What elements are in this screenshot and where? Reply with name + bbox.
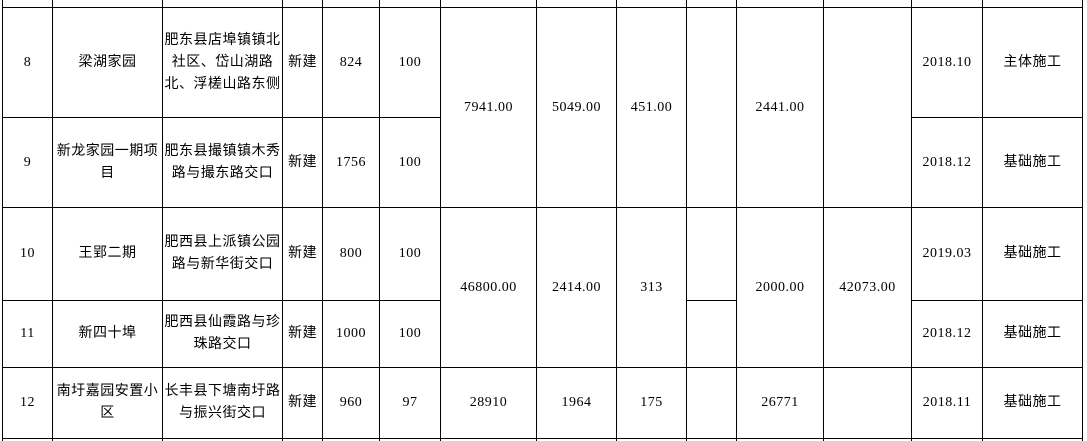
- date-cell: 2019.03: [911, 207, 983, 301]
- table-row: 8 梁湖家园 肥东县店埠镇镇北社区、岱山湖路北、浮槎山路东侧 新建 824 10…: [2, 7, 1083, 208]
- units-cell: 960: [322, 367, 380, 439]
- location-cell: 肥东县店埠镇镇北社区、岱山湖路北、浮槎山路东侧: [162, 7, 283, 118]
- empty-cell: [823, 0, 912, 8]
- seq-cell: 12: [2, 367, 53, 439]
- empty-cell: [536, 0, 617, 8]
- percent-cell: 100: [379, 117, 441, 208]
- location-cell: 长丰县下塘南圩路与振兴街交口: [162, 367, 283, 439]
- table-row: 11 新四十埠 肥西县仙霞路与珍珠路交口 新建 1000 100 2018.12…: [2, 300, 1083, 368]
- value-cell: 2000.00: [736, 207, 824, 368]
- units-cell: 800: [322, 207, 380, 301]
- project-name-cell: 新四十埠: [52, 300, 163, 368]
- value-cell: 1964: [536, 367, 617, 439]
- project-name-cell: 南圩嘉园安置小区: [52, 367, 163, 439]
- date-cell: 2018.10: [911, 7, 983, 118]
- build-type-cell: 新建: [282, 7, 323, 118]
- empty-cell: [686, 300, 737, 368]
- project-name-cell: 王郢二期: [52, 207, 163, 301]
- date-cell: 2018.11: [911, 367, 983, 439]
- seq-cell: 10: [2, 207, 53, 301]
- percent-cell: 97: [379, 367, 441, 439]
- empty-cell: [823, 367, 912, 439]
- empty-cell: [911, 0, 983, 8]
- value-cell: 175: [616, 367, 687, 439]
- status-cell: 主体施工: [982, 7, 1083, 118]
- percent-cell: 100: [379, 7, 441, 118]
- value-cell: 28910: [440, 367, 537, 439]
- percent-cell: 100: [379, 207, 441, 301]
- value-cell: 7941.00: [440, 7, 537, 208]
- status-cell: 基础施工: [982, 117, 1083, 208]
- empty-cell: [686, 367, 737, 439]
- percent-cell: 100: [379, 300, 441, 368]
- build-type-cell: 新建: [282, 207, 323, 301]
- empty-cell: [823, 7, 912, 208]
- empty-cell: [282, 0, 323, 8]
- table-row: 10 王郢二期 肥西县上派镇公园路与新华街交口 新建 800 100 46800…: [2, 207, 1083, 368]
- partial-row-bottom: [2, 438, 1083, 441]
- units-cell: 1000: [322, 300, 380, 368]
- empty-cell: [982, 438, 1083, 441]
- value-cell: 2441.00: [736, 7, 824, 208]
- seq-cell: 8: [2, 7, 53, 118]
- empty-cell: [686, 7, 737, 208]
- partial-row-top: [2, 0, 1083, 8]
- project-name-cell: 新龙家园一期项目: [52, 117, 163, 208]
- empty-cell: [162, 0, 283, 8]
- units-cell: 824: [322, 7, 380, 118]
- table-row: 12 南圩嘉园安置小区 长丰县下塘南圩路与振兴街交口 新建 960 97 289…: [2, 367, 1083, 439]
- date-cell: 2018.12: [911, 117, 983, 208]
- date-cell: 2018.12: [911, 300, 983, 368]
- table-row: 9 新龙家园一期项目 肥东县撮镇镇木秀路与撮东路交口 新建 1756 100 2…: [2, 117, 1083, 208]
- value-cell: 451.00: [616, 7, 687, 208]
- units-cell: 1756: [322, 117, 380, 208]
- empty-cell: [2, 0, 53, 8]
- empty-cell: [379, 0, 441, 8]
- value-cell: 46800.00: [440, 207, 537, 368]
- build-type-cell: 新建: [282, 367, 323, 439]
- value-cell: 26771: [736, 367, 824, 439]
- build-type-cell: 新建: [282, 117, 323, 208]
- empty-cell: [736, 0, 824, 8]
- build-type-cell: 新建: [282, 300, 323, 368]
- location-cell: 肥西县仙霞路与珍珠路交口: [162, 300, 283, 368]
- status-cell: 基础施工: [982, 300, 1083, 368]
- location-cell: 肥西县上派镇公园路与新华街交口: [162, 207, 283, 301]
- status-cell: 基础施工: [982, 367, 1083, 439]
- status-cell: 基础施工: [982, 207, 1083, 301]
- value-cell: 5049.00: [536, 7, 617, 208]
- empty-cell: [322, 0, 380, 8]
- empty-cell: [686, 0, 737, 8]
- empty-cell: [616, 0, 687, 8]
- project-name-cell: 梁湖家园: [52, 7, 163, 118]
- empty-cell: [686, 207, 737, 301]
- location-cell: 肥东县撮镇镇木秀路与撮东路交口: [162, 117, 283, 208]
- empty-cell: [982, 0, 1083, 8]
- seq-cell: 11: [2, 300, 53, 368]
- value-cell: 2414.00: [536, 207, 617, 368]
- value-cell: 313: [616, 207, 687, 368]
- empty-cell: [52, 0, 163, 8]
- empty-cell: [440, 0, 537, 8]
- value-cell: 42073.00: [823, 207, 912, 368]
- seq-cell: 9: [2, 117, 53, 208]
